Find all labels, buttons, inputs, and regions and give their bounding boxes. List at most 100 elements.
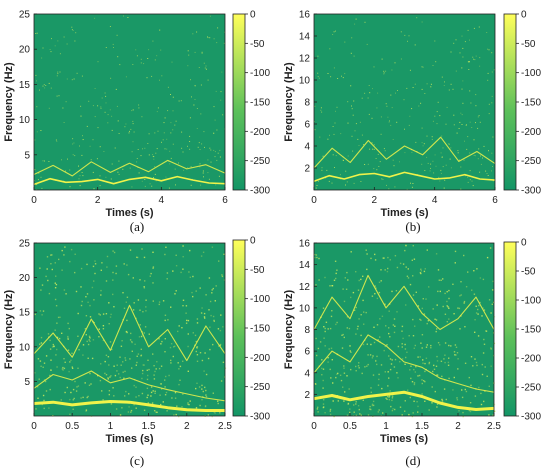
speckle-dot (385, 103, 387, 105)
speckle-dot (135, 364, 137, 366)
speckle-dot (406, 351, 408, 353)
speckle-dot (42, 85, 44, 87)
speckle-dot (92, 171, 94, 173)
speckle-dot (421, 88, 423, 90)
speckle-dot (409, 369, 411, 371)
speckle-dot (112, 387, 114, 389)
speckle-dot (430, 86, 432, 88)
speckle-dot (164, 314, 167, 316)
speckle-dot (455, 346, 458, 348)
speckle-dot (331, 310, 333, 312)
speckle-dot (437, 269, 440, 271)
speckle-dot (155, 180, 157, 182)
speckle-dot (401, 325, 404, 328)
speckle-dot (97, 105, 99, 107)
colorbar-tick-label-a: 0 (250, 10, 256, 21)
speckle-dot (463, 159, 465, 161)
speckle-dot (220, 91, 222, 93)
speckle-dot (406, 87, 408, 89)
speckle-dot (371, 142, 373, 144)
speckle-dot (352, 114, 354, 116)
speckle-dot (377, 153, 379, 155)
speckle-dot (160, 343, 162, 345)
speckle-dot (319, 341, 322, 343)
speckle-dot (76, 72, 78, 74)
speckle-dot (461, 114, 463, 116)
speckle-dot (143, 63, 145, 65)
speckle-dot (318, 77, 320, 79)
speckle-dot (317, 411, 319, 413)
speckle-dot (178, 415, 180, 418)
speckle-dot (475, 105, 477, 107)
y-tick-label-b: 8 (304, 98, 310, 109)
speckle-dot (148, 133, 150, 135)
speckle-dot (115, 408, 118, 410)
speckle-dot (330, 377, 332, 379)
speckle-dot (51, 346, 54, 348)
speckle-dot (408, 35, 410, 37)
speckle-dot (329, 408, 332, 411)
speckle-dot (112, 279, 114, 281)
speckle-dot (475, 94, 477, 96)
speckle-dot (71, 366, 73, 368)
speckle-dot (85, 296, 87, 298)
speckle-dot (158, 301, 161, 303)
speckle-dot (69, 413, 71, 415)
speckle-dot (151, 402, 154, 404)
speckle-dot (103, 151, 105, 152)
speckle-dot (210, 161, 212, 163)
speckle-dot (161, 340, 163, 343)
speckle-dot (329, 48, 331, 50)
speckle-dot (315, 254, 318, 256)
speckle-dot (201, 51, 203, 53)
speckle-dot (64, 391, 66, 394)
speckle-dot (99, 175, 101, 177)
colorbar-tick-label-d: -150 (521, 325, 541, 336)
speckle-dot (468, 409, 471, 412)
speckle-dot (392, 324, 395, 326)
speckle-dot (475, 312, 478, 314)
speckle-dot (430, 167, 431, 169)
speckle-dot (152, 266, 155, 268)
speckle-dot (205, 389, 207, 392)
speckle-dot (110, 77, 112, 79)
speckle-dot (110, 403, 113, 405)
x-tick-label-d: 0 (311, 421, 317, 432)
speckle-dot (461, 67, 463, 69)
speckle-dot (447, 361, 450, 364)
speckle-dot (36, 386, 39, 388)
speckle-dot (69, 186, 71, 188)
speckle-dot (59, 53, 61, 55)
speckle-dot (391, 395, 394, 397)
speckle-dot (329, 134, 330, 136)
speckle-dot (124, 359, 127, 361)
speckle-dot (335, 376, 337, 379)
speckle-dot (118, 173, 120, 175)
speckle-dot (449, 158, 451, 160)
speckle-dot (450, 167, 452, 169)
speckle-dot (442, 166, 444, 168)
speckle-dot (214, 119, 216, 121)
speckle-dot (469, 121, 471, 123)
speckle-dot (147, 402, 149, 404)
speckle-dot (142, 364, 144, 366)
colorbar-tick-label-a: -150 (250, 98, 270, 109)
speckle-dot (350, 251, 352, 253)
speckle-dot (380, 269, 382, 271)
speckle-dot (344, 391, 346, 393)
speckle-dot (35, 33, 37, 34)
speckle-dot (143, 287, 146, 289)
speckle-dot (346, 327, 348, 329)
speckle-dot (462, 411, 464, 414)
speckle-dot (54, 329, 56, 331)
x-axis-label-c: Times (s) (105, 433, 153, 445)
speckle-dot (115, 88, 117, 90)
speckle-dot (62, 107, 64, 109)
speckle-dot (322, 387, 324, 389)
speckle-dot (428, 362, 430, 365)
speckle-dot (36, 80, 37, 82)
speckle-dot (324, 345, 326, 347)
speckle-dot (170, 94, 171, 95)
speckle-dot (178, 100, 180, 102)
speckle-dot (439, 344, 441, 346)
